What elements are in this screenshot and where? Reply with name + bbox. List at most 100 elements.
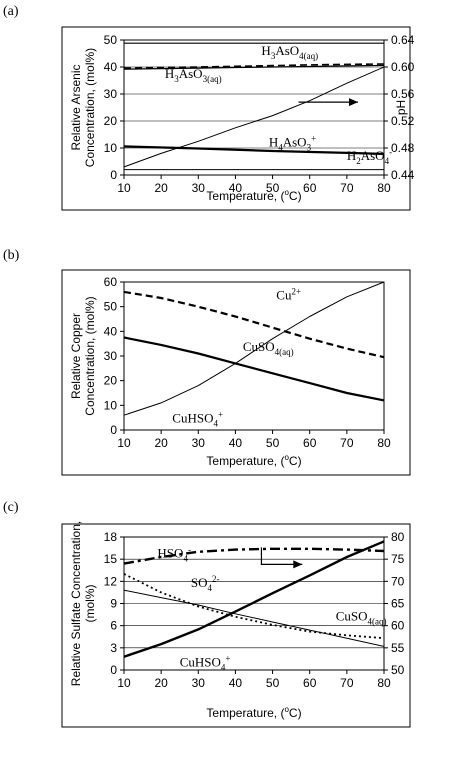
y-tick-label: 50 (104, 33, 118, 47)
x-tick-label: 30 (192, 436, 206, 450)
series-line-3 (123, 64, 385, 70)
x-tick-label: 50 (266, 181, 280, 195)
y2-tick-label: 0.56 (391, 87, 415, 101)
x-tick-label: 80 (377, 436, 391, 450)
x-tick-label: 40 (229, 436, 243, 450)
x-axis-title: Temperature, (oC) (206, 188, 301, 203)
x-tick-label: 50 (266, 436, 280, 450)
panel-label: (a) (3, 4, 19, 19)
y2-tick-label: 0.60 (391, 60, 415, 74)
series-line-6 (123, 66, 385, 168)
y-tick-label: 20 (104, 374, 118, 388)
y-tick-label: 15 (104, 552, 118, 566)
y2-tick-label: 55 (391, 641, 405, 655)
series-label: CuSO4(aq) (336, 608, 387, 626)
x-tick-label: 20 (154, 436, 168, 450)
y-tick-label: 18 (104, 530, 118, 544)
y-tick-label: 30 (104, 87, 118, 101)
y2-tick-label: 0.44 (391, 168, 415, 182)
y-tick-label: 0 (110, 423, 117, 437)
y-tick-label: 0 (110, 168, 117, 182)
series-label: HSO4- (157, 545, 191, 564)
series-label: CuHSO4+ (180, 653, 231, 672)
series-label: Cu2+ (276, 286, 301, 302)
series-line-4 (123, 540, 385, 658)
y2-tick-label: 0.64 (391, 33, 415, 47)
x-tick-label: 60 (303, 181, 317, 195)
x-tick-label: 30 (192, 181, 206, 195)
series-label: CuHSO4+ (172, 410, 223, 429)
y-axis-title: (mol%) (83, 584, 97, 622)
series-label: H4AsO3+ (269, 134, 316, 153)
series-line-4 (123, 145, 385, 155)
y-axis-title: Concentration, (mol%) (83, 48, 97, 167)
plot-area (123, 39, 385, 176)
x-tick-label: 40 (229, 676, 243, 690)
x-tick-label: 10 (117, 436, 131, 450)
y-tick-label: 60 (104, 275, 118, 289)
y2-tick-label: 75 (391, 552, 405, 566)
y-tick-label: 10 (104, 398, 118, 412)
y-axis-title: Relative Copper (69, 313, 83, 399)
series-label: H2AsO4- (347, 147, 392, 166)
y-tick-label: 40 (104, 324, 118, 338)
x-tick-label: 70 (340, 181, 354, 195)
series-line-2 (123, 63, 385, 69)
x-tick-label: 10 (117, 676, 131, 690)
chart-frame (61, 26, 411, 211)
x-tick-label: 60 (303, 436, 317, 450)
y2-tick-label: 80 (391, 530, 405, 544)
x-tick-label: 80 (377, 676, 391, 690)
x-tick-label: 40 (229, 181, 243, 195)
series-line-2 (123, 336, 385, 402)
series-line-3 (123, 281, 385, 416)
x-tick-label: 30 (192, 676, 206, 690)
x-tick-label: 20 (154, 181, 168, 195)
y-axis-title: Relative Arsenic (69, 64, 83, 150)
y-tick-label: 30 (104, 349, 118, 363)
series-label: H3AsO3(aq) (165, 66, 222, 84)
series-label: SO42- (191, 574, 220, 593)
y-tick-label: 12 (104, 574, 118, 588)
y-tick-label: 9 (110, 597, 117, 611)
series-line-2 (123, 573, 385, 640)
x-axis-title: Temperature, (oC) (206, 705, 301, 720)
y2-tick-label: 0.48 (391, 141, 415, 155)
x-tick-label: 10 (117, 181, 131, 195)
y-tick-label: 0 (110, 663, 117, 677)
series-line-1 (123, 547, 385, 565)
series-line-1 (123, 290, 385, 359)
y-tick-label: 40 (104, 60, 118, 74)
y2-tick-label: 60 (391, 619, 405, 633)
plot-area (123, 281, 385, 431)
chart-frame (61, 523, 411, 728)
x-tick-label: 80 (377, 181, 391, 195)
y-tick-label: 20 (104, 114, 118, 128)
chart-frame (61, 269, 411, 476)
arrow-line (260, 547, 303, 565)
x-axis-title: Temperature, (oC) (206, 453, 301, 468)
y2-tick-label: 70 (391, 574, 405, 588)
y2-tick-label: 0.52 (391, 114, 415, 128)
arrow-head (293, 560, 303, 569)
x-tick-label: 70 (340, 436, 354, 450)
panel-label: (c) (3, 500, 19, 515)
y-axis-title: Relative Sulfate Concentration, (69, 521, 83, 686)
y-tick-label: 50 (104, 300, 118, 314)
series-label: H3AsO4(aq) (261, 43, 318, 61)
y2-axis-title: pH (394, 100, 408, 115)
arrow-head (349, 98, 358, 107)
x-tick-label: 50 (266, 676, 280, 690)
y2-tick-label: 65 (391, 597, 405, 611)
series-line-3 (123, 589, 385, 647)
x-tick-label: 60 (303, 676, 317, 690)
y-axis-title: Concentration, (mol%) (83, 296, 97, 415)
y-tick-label: 3 (110, 641, 117, 655)
panel-label: (b) (3, 248, 20, 263)
y-tick-label: 6 (110, 619, 117, 633)
y-tick-label: 10 (104, 141, 118, 155)
